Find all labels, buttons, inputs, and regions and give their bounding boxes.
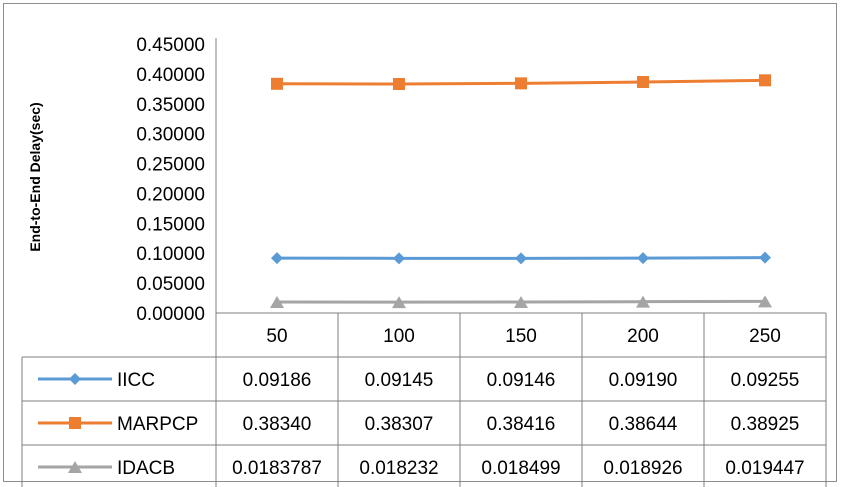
x-category-label: 200 xyxy=(627,326,659,347)
table-cell-value: 0.018232 xyxy=(359,458,438,479)
data-point-iicc xyxy=(759,251,771,264)
y-tick-label: 0.15000 xyxy=(136,214,205,235)
table-cell-value: 0.09146 xyxy=(487,370,556,391)
y-tick-label: 0.40000 xyxy=(136,65,205,86)
table-cell-value: 0.018499 xyxy=(481,458,560,479)
data-point-idacb xyxy=(392,296,406,309)
data-point-marpcp xyxy=(271,77,283,90)
y-axis-label: End-to-End Delay(sec) xyxy=(27,102,43,251)
data-point-iicc xyxy=(393,252,405,265)
legend-label: IICC xyxy=(117,370,155,391)
legend-marker-marpcp xyxy=(69,417,81,429)
data-point-iicc xyxy=(637,252,649,265)
y-tick-label: 0.05000 xyxy=(136,274,205,295)
data-point-idacb xyxy=(636,295,650,308)
y-tick-label: 0.00000 xyxy=(136,304,205,325)
y-tick-label: 0.20000 xyxy=(136,184,205,205)
data-point-idacb xyxy=(514,295,528,308)
table-cell-value: 0.38644 xyxy=(609,414,678,435)
data-point-marpcp xyxy=(637,75,649,88)
table-cell-value: 0.38416 xyxy=(487,414,556,435)
x-category-label: 100 xyxy=(383,326,415,347)
legend-label: MARPCP xyxy=(117,414,198,435)
legend-marker-iicc xyxy=(69,373,81,385)
x-category-label: 250 xyxy=(749,326,781,347)
y-tick-label: 0.45000 xyxy=(136,35,205,56)
table-cell-value: 0.018926 xyxy=(603,458,682,479)
y-tick-label: 0.30000 xyxy=(136,125,205,146)
table-cell-value: 0.019447 xyxy=(725,458,804,479)
data-point-marpcp xyxy=(515,77,527,90)
table-cell-value: 0.09255 xyxy=(731,370,800,391)
y-tick-label: 0.35000 xyxy=(136,95,205,116)
table-cell-value: 0.09186 xyxy=(243,370,312,391)
table-cell-value: 0.38925 xyxy=(731,414,800,435)
table-cell-value: 0.0183787 xyxy=(232,458,322,479)
data-point-idacb xyxy=(758,295,772,308)
legend-marker-idacb xyxy=(68,461,82,473)
x-category-label: 50 xyxy=(266,326,287,347)
table-cell-value: 0.09190 xyxy=(609,370,678,391)
data-point-iicc xyxy=(271,252,283,265)
data-point-idacb xyxy=(270,296,284,309)
table-cell-value: 0.38340 xyxy=(243,414,312,435)
legend-label: IDACB xyxy=(117,458,175,479)
y-tick-label: 0.25000 xyxy=(136,155,205,176)
table-cell-value: 0.38307 xyxy=(365,414,434,435)
data-point-marpcp xyxy=(393,78,405,91)
data-point-marpcp xyxy=(759,74,771,87)
data-point-iicc xyxy=(515,252,527,265)
table-cell-value: 0.09145 xyxy=(365,370,434,391)
x-category-label: 150 xyxy=(505,326,537,347)
y-tick-label: 0.10000 xyxy=(136,244,205,265)
